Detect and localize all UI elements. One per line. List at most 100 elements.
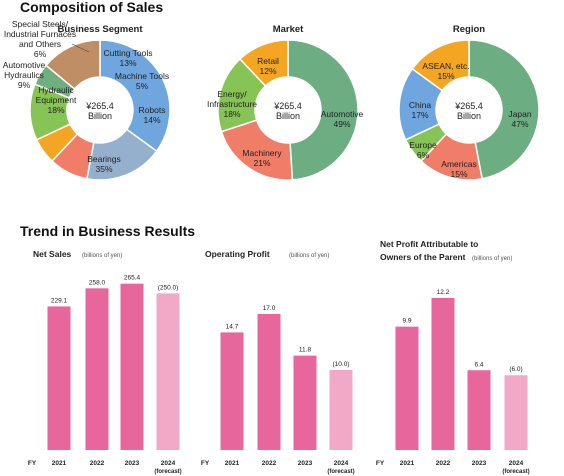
bar-value-label: 12.2 [437,289,450,296]
bar-value-label: 265.4 [124,275,141,282]
donut-slice-label: Bearings [87,154,121,164]
bar [257,314,281,450]
donut-slice-label: Industrial Furnaces [4,29,76,39]
composition-section-title: Composition of Sales [20,0,164,15]
donut-title: Region [453,24,485,35]
donut-slice-label: 47% [511,119,528,129]
donut-slice-label: China [409,100,431,110]
donut-slice-label: Infrastructure [207,99,257,109]
donut-slice-label: Energy/ [217,89,247,99]
x-tick-note: (forecast) [327,469,354,475]
x-tick-label: 2024 [334,460,349,467]
donut-slice-label: 12% [259,66,276,76]
donut-slice-label: 49% [333,119,350,129]
bar [431,297,455,450]
bar [293,355,317,450]
donut-slice-label: 18% [47,105,64,115]
x-tick-label: 2022 [90,460,105,467]
bar [467,370,491,450]
x-tick-label: 2022 [262,460,277,467]
donut-center-unit: Billion [88,111,112,121]
donut-slice-label: Retail [257,56,279,66]
bar-value-label: 229.1 [51,297,68,304]
fy-label: FY [201,460,210,467]
donut-slice [99,39,171,153]
donut-slice-label: Automotive [321,109,364,119]
donut-slice-label: Special Steels/ [12,19,69,29]
donut-slice-label: and Others [19,39,61,49]
donut-slice-label: Machine Tools [115,71,169,81]
bar-chart-unit: (billions of yen) [82,253,122,259]
bar [85,288,109,450]
donut-slice-label: Equipment [36,95,77,105]
bar-value-label: 14.7 [226,323,239,330]
donut-slice-label: 15% [450,169,467,179]
bar-value-label: (250.0) [158,284,179,291]
donut-slice [411,39,470,92]
donut-center-value: ¥265.4 [85,101,114,111]
donut-slice-label: 13% [119,58,136,68]
donut-center-unit: Billion [457,111,481,121]
bar [120,283,144,450]
bar-chart-title: Owners of the Parent [380,252,466,262]
donut-slice [239,39,289,88]
donut-slice-label: 9% [18,80,31,90]
donut-slice-label: Robots [139,105,166,115]
bar-chart-title: Net Sales [33,249,72,259]
donut-slice-label: 14% [143,115,160,125]
bar-chart-title: Operating Profit [205,249,270,259]
donut-title: Market [273,24,304,35]
bar [47,306,71,450]
fy-label: FY [28,460,37,467]
donut-slice-label: Hydraulics [4,70,44,80]
bar [329,370,353,450]
donut-slice-label: Machinery [242,148,282,158]
x-tick-label: 2023 [472,460,487,467]
bar-value-label: 6.4 [474,361,483,368]
donut-slice [45,39,101,91]
x-tick-label: 2021 [52,460,67,467]
x-tick-label: 2023 [125,460,140,467]
donut-slice-label: Japan [508,109,531,119]
x-tick-label: 2024 [509,460,524,467]
bar-value-label: 258.0 [89,279,106,286]
donut-slice-label: 17% [411,110,428,120]
donut-slice-label: Hydraulic [38,85,74,95]
bar-chart-title: Net Profit Attributable to [380,239,478,249]
donut-slice [287,39,359,181]
x-tick-label: 2021 [225,460,240,467]
donut-slice [468,39,540,180]
donut-slice-label: Automotive [3,60,46,70]
bar-value-label: (10.0) [333,361,350,368]
bar-value-label: 9.9 [402,318,411,325]
donut-slice-label: 18% [223,109,240,119]
x-tick-note: (forecast) [154,469,181,475]
bar-chart-unit: (billions of yen) [472,256,512,262]
donut-slice-label: Europe [409,140,437,150]
trend-section-title: Trend in Business Results [20,223,196,239]
x-tick-label: 2024 [161,460,176,467]
donut-slice-label: 21% [253,158,270,168]
bar [156,293,180,450]
x-tick-label: 2021 [400,460,415,467]
bar [395,326,419,450]
donut-slice-label: 15% [437,71,454,81]
donut-slice-label: Americas [441,159,476,169]
bar-value-label: (6.0) [509,366,522,373]
bar-chart-unit: (billions of yen) [289,253,329,259]
leader-line [71,43,90,53]
donut-slice-label: 6% [417,150,430,160]
fy-label: FY [376,460,385,467]
bar-value-label: 11.8 [299,347,312,354]
bar [220,332,244,450]
x-tick-note: (forecast) [502,469,529,475]
x-tick-label: 2023 [298,460,313,467]
donut-slice-label: ASEAN, etc. [422,61,469,71]
donut-slice-label: Cutting Tools [104,48,153,58]
donut-center-value: ¥265.4 [454,101,483,111]
donut-slice-label: 5% [136,81,149,91]
donut-center-value: ¥265.4 [273,101,302,111]
donut-slice-label: 6% [34,49,47,59]
donut-slice-label: 35% [95,164,112,174]
